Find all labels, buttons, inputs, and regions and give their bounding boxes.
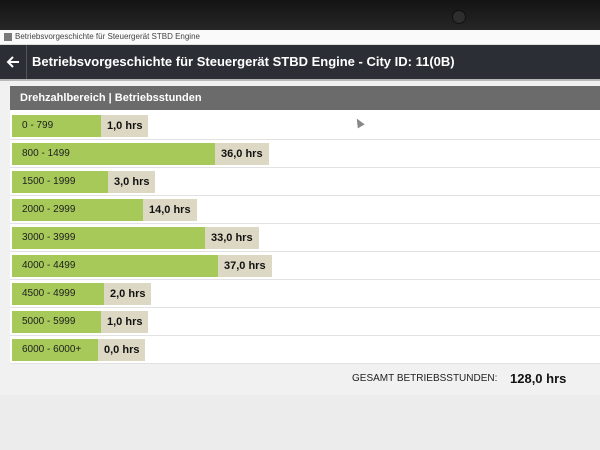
rpm-range-label: 6000 - 6000+ <box>22 344 82 355</box>
hours-bar <box>12 227 205 249</box>
hours-value: 14,0 hrs <box>143 199 197 221</box>
window-titlebar: Betriebsvorgeschichte für Steuergerät ST… <box>0 30 600 45</box>
hours-value: 1,0 hrs <box>101 311 149 333</box>
hours-bar <box>12 255 218 277</box>
rpm-range-label: 0 - 799 <box>22 120 54 131</box>
app-icon <box>4 33 12 41</box>
hours-bar <box>12 199 143 221</box>
hours-bar <box>12 143 215 165</box>
arrow-left-icon <box>6 56 19 68</box>
hours-value: 37,0 hrs <box>218 255 272 277</box>
hours-bar <box>12 115 101 137</box>
histogram-row: 2000 - 2999 14,0 hrs <box>10 197 600 224</box>
rpm-range-label: 2000 - 2999 <box>22 204 76 215</box>
rpm-range-label: 4500 - 4999 <box>22 288 76 299</box>
histogram-panel: Drehzahlbereich | Betriebsstunden 0 - 79… <box>10 86 600 364</box>
histogram-row: 1500 - 1999 3,0 hrs <box>10 169 600 196</box>
histogram-row: 800 - 1499 36,0 hrs <box>10 141 600 168</box>
hours-bar <box>12 171 108 193</box>
hours-value: 2,0 hrs <box>104 283 152 305</box>
histogram-row: 0 - 799 1,0 hrs <box>10 113 600 140</box>
total-section: GESAMT BETRIEBSSTUNDEN: 128,0 hrs <box>0 362 600 392</box>
histogram-row: 3000 - 3999 33,0 hrs <box>10 225 600 252</box>
hours-value: 0,0 hrs <box>98 339 146 361</box>
webcam-icon <box>452 10 466 24</box>
histogram-row: 6000 - 6000+ 0,0 hrs <box>10 337 600 364</box>
histogram-row: 4000 - 4499 37,0 hrs <box>10 253 600 280</box>
rpm-range-label: 5000 - 5999 <box>22 316 76 327</box>
histogram-row: 4500 - 4999 2,0 hrs <box>10 281 600 308</box>
rpm-range-label: 800 - 1499 <box>22 148 70 159</box>
window-title: Betriebsvorgeschichte für Steuergerät ST… <box>15 32 200 41</box>
empty-area <box>0 395 600 450</box>
total-value: 128,0 hrs <box>510 371 567 386</box>
hours-value: 36,0 hrs <box>215 143 269 165</box>
hours-value: 3,0 hrs <box>108 171 156 193</box>
rpm-range-label: 1500 - 1999 <box>22 176 76 187</box>
histogram-row: 5000 - 5999 1,0 hrs <box>10 309 600 336</box>
page-header: Betriebsvorgeschichte für Steuergerät ST… <box>0 45 600 79</box>
rpm-range-label: 4000 - 4499 <box>22 260 76 271</box>
header-divider <box>0 79 600 81</box>
monitor-bezel <box>0 0 600 30</box>
page-title: Betriebsvorgeschichte für Steuergerät ST… <box>32 54 455 69</box>
hours-value: 1,0 hrs <box>101 115 149 137</box>
hours-value: 33,0 hrs <box>205 227 259 249</box>
back-button[interactable] <box>0 45 27 79</box>
hours-bar <box>12 311 101 333</box>
hours-bar <box>12 339 98 361</box>
total-label: GESAMT BETRIEBSSTUNDEN: <box>352 373 498 384</box>
rpm-range-label: 3000 - 3999 <box>22 232 76 243</box>
table-header: Drehzahlbereich | Betriebsstunden <box>10 86 600 110</box>
hours-bar <box>12 283 104 305</box>
histogram-rows: 0 - 799 1,0 hrs 800 - 1499 36,0 hrs 1500 - 1… <box>10 113 600 365</box>
